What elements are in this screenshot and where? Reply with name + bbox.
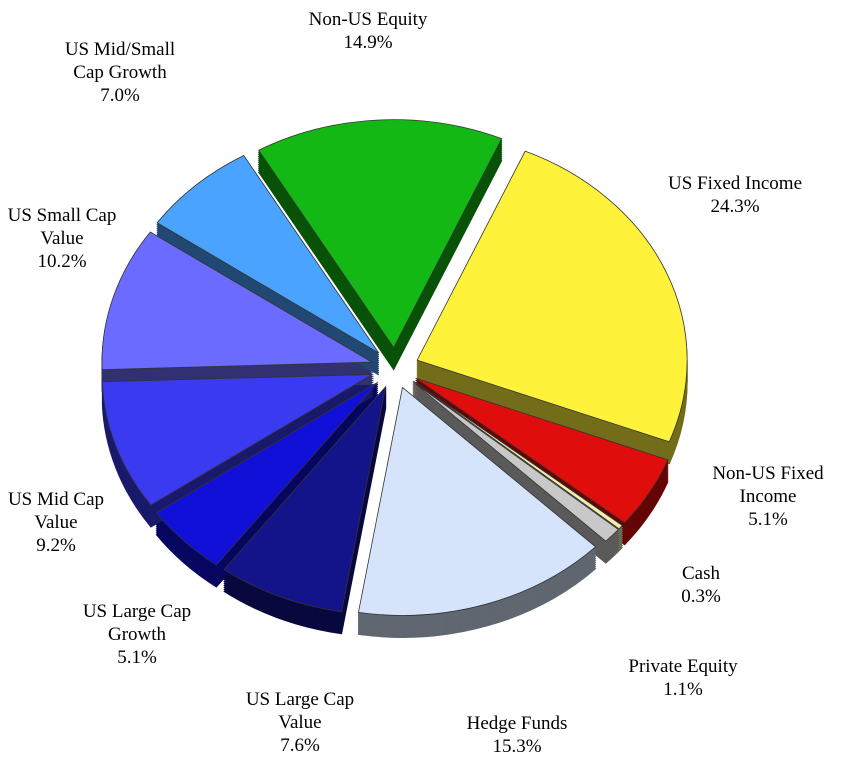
slice-label: US Mid Cap Value 9.2% [6,488,106,557]
label-name: Non-US Equity [308,9,428,30]
slice-label: Private Equity 1.1% [603,655,763,701]
slice [156,155,380,354]
slice [101,231,374,371]
slice [101,373,374,506]
label-value: 7.0% [100,85,140,106]
slice [415,377,669,524]
label-name: US Mid/Small Cap Growth [64,39,176,83]
slice-label: US Small Cap Value 10.2% [2,204,122,273]
label-name: US Large Cap Growth [82,601,192,645]
label-name: US Small Cap Value [7,205,117,249]
label-value: 1.1% [663,679,703,700]
label-value: 24.3% [710,196,760,217]
slice-label: Non-US Equity 14.9% [283,8,453,54]
slice [416,150,688,443]
slice [155,381,379,566]
label-name: US Large Cap Value [245,689,355,733]
slice [258,119,503,349]
label-value: 5.1% [117,647,157,668]
slice [412,381,619,542]
slice-label: Hedge Funds 15.3% [442,712,592,758]
slice-label: US Large Cap Growth 5.1% [72,600,202,669]
label-name: Cash [682,563,720,584]
label-name: Private Equity [628,656,738,677]
slice [413,380,623,530]
label-name: Non-US Fixed Income [712,463,824,507]
label-value: 0.3% [681,586,721,607]
label-name: US Fixed Income [667,173,803,194]
label-value: 10.2% [37,251,87,272]
label-value: 9.2% [36,535,76,556]
label-value: 7.6% [280,735,320,756]
label-name: US Mid Cap Value [7,489,105,533]
slice [223,385,387,613]
slice-label: US Large Cap Value 7.6% [235,688,365,757]
label-name: Hedge Funds [466,713,568,734]
label-value: 5.1% [748,509,788,530]
slice-label: US Mid/Small Cap Growth 7.0% [55,38,185,107]
label-value: 14.9% [343,32,393,53]
slice [357,386,597,616]
slice-label: Cash 0.3% [661,562,741,608]
slice-label: Non-US Fixed Income 5.1% [693,462,842,531]
slice-label: US Fixed Income 24.3% [640,172,830,218]
label-value: 15.3% [492,736,542,757]
